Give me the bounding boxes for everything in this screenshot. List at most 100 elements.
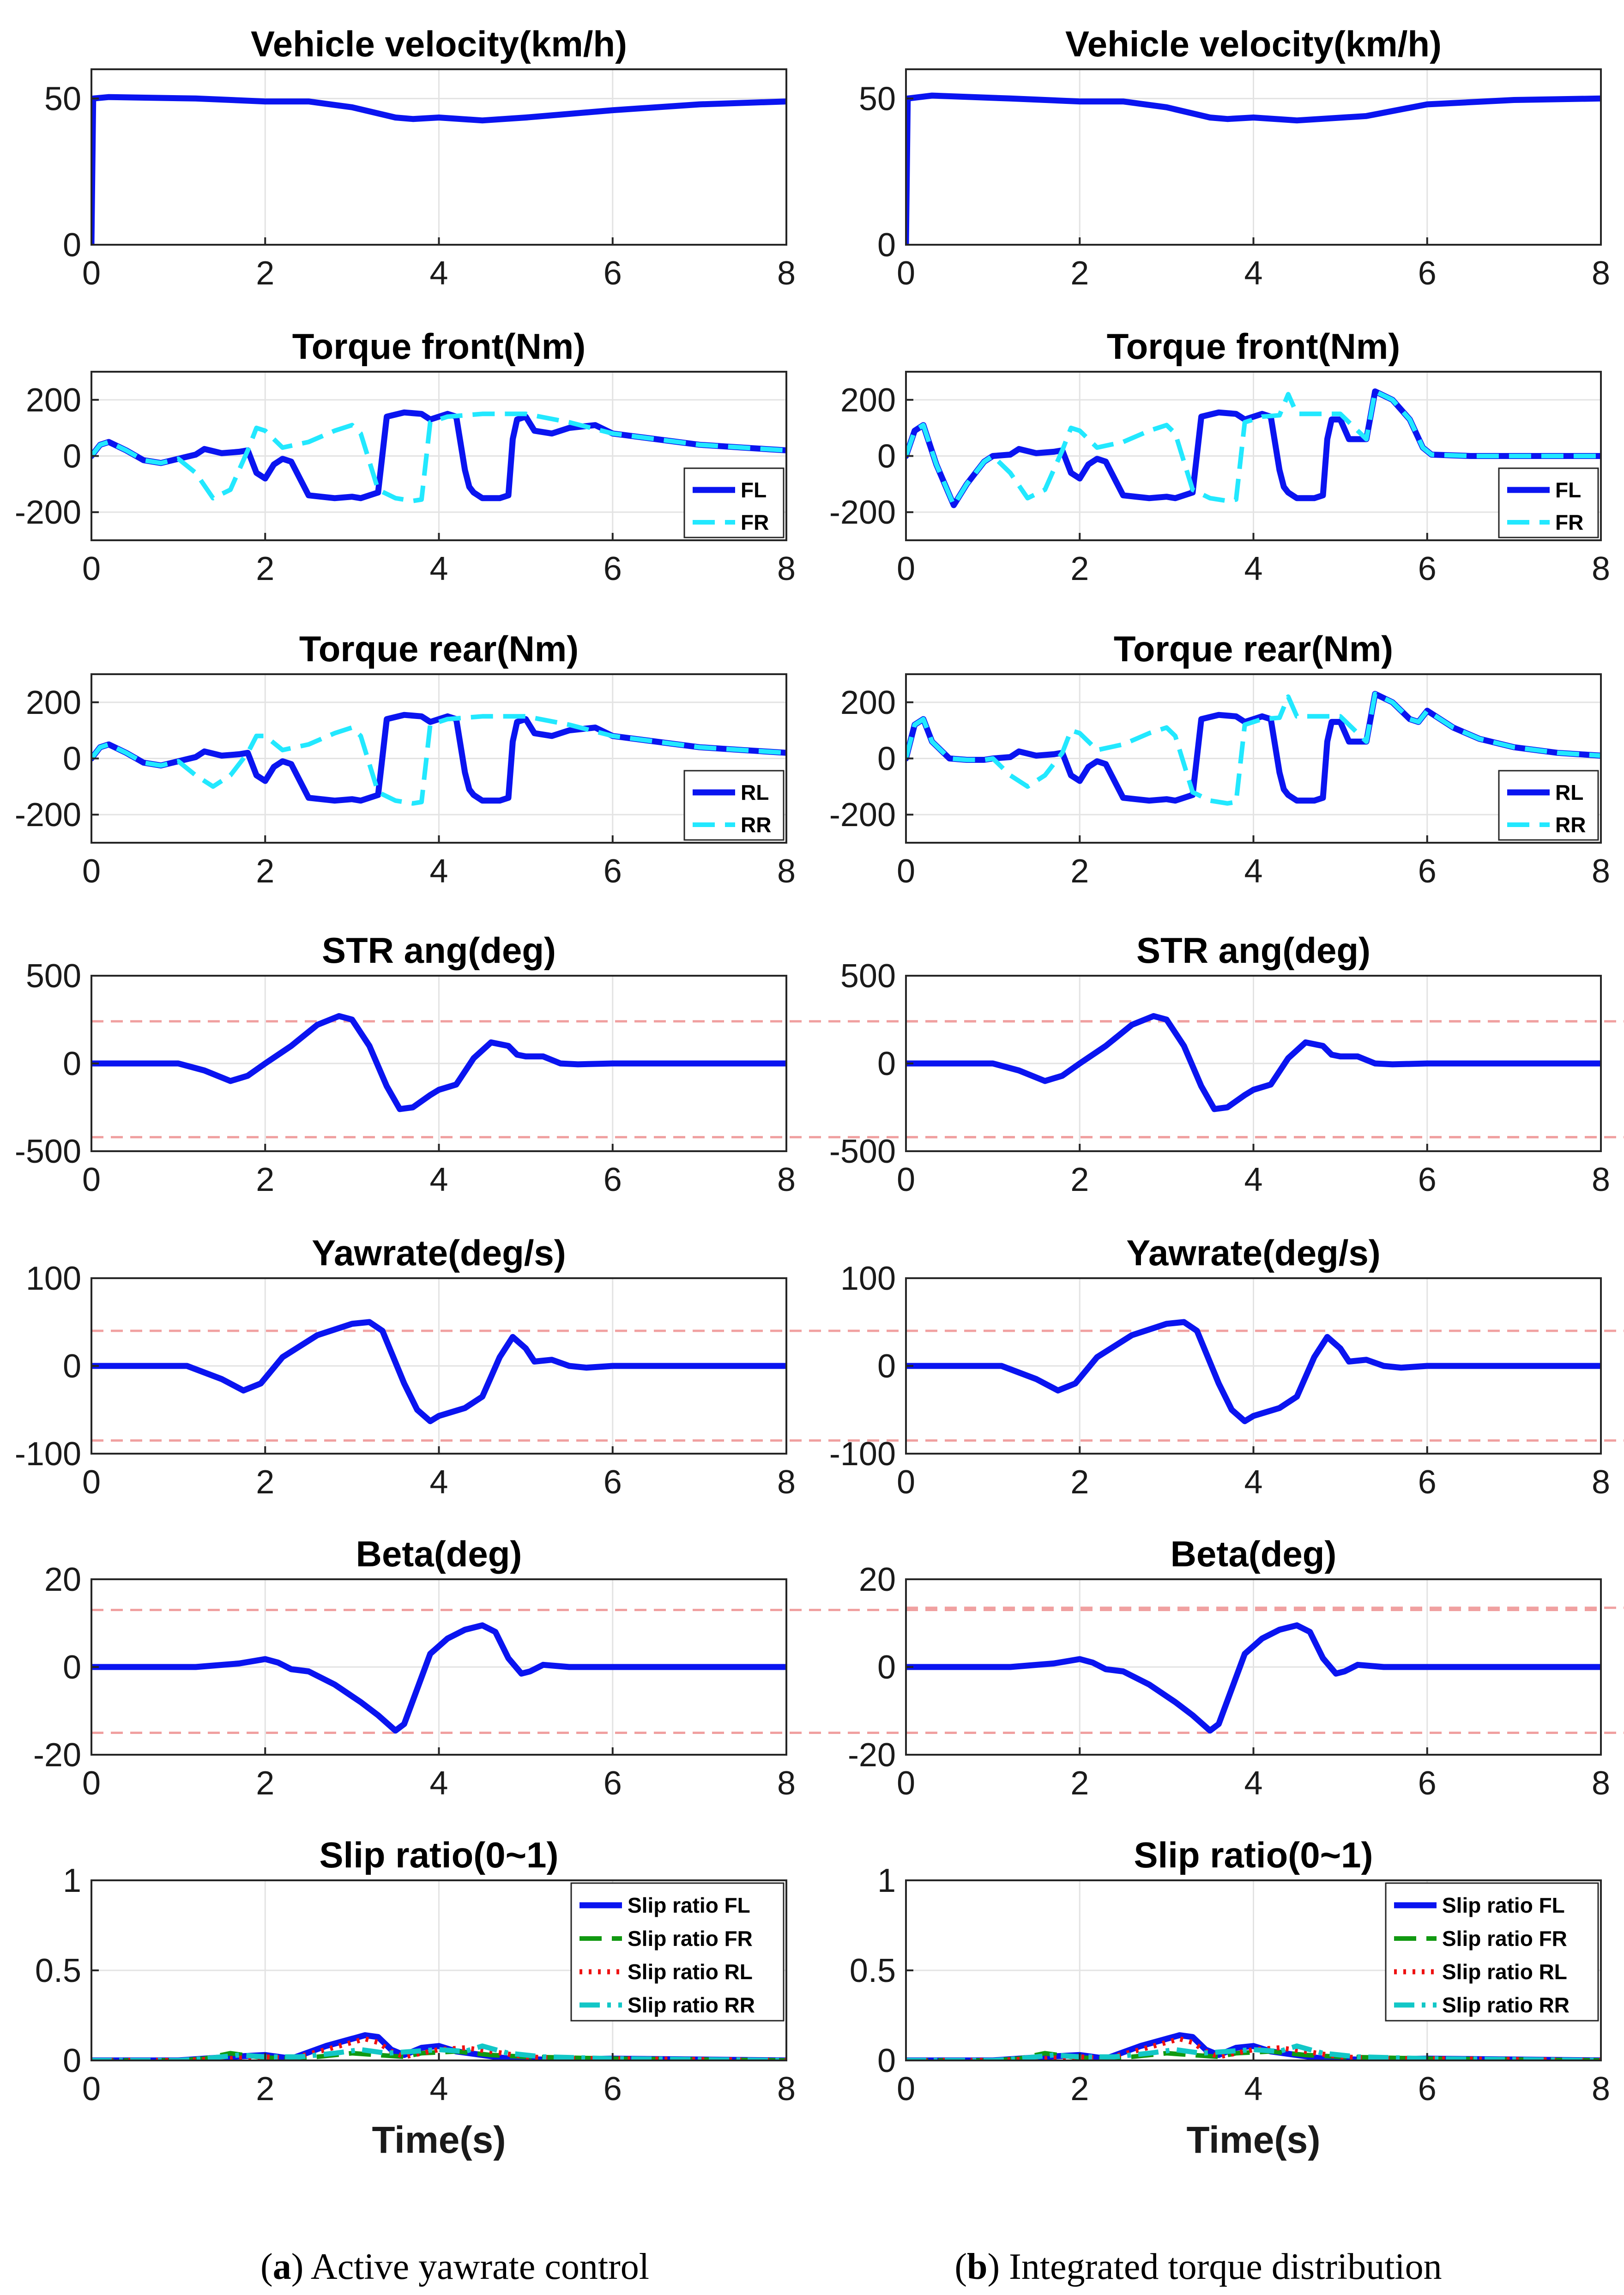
chart-7b-legend-label: Slip ratio FL <box>1442 1893 1565 1917</box>
chart-7a-legend: Slip ratio FL Slip ratio FR Slip ratio RL S… <box>570 1882 785 2022</box>
chart-1b-series-velocity <box>906 92 1601 245</box>
chart-6a-ytick-label: 0 <box>63 1649 81 1686</box>
chart-5b-xtick-label: 0 <box>897 1464 915 1501</box>
chart-7a-legend-label: Slip ratio RR <box>628 1993 755 2017</box>
chart-1a: Vehicle velocity(km/h) 0 2 4 6 8 0 50 <box>44 24 796 292</box>
chart-4b-ytick-label: -500 <box>829 1133 896 1170</box>
chart-5a-ytick-label: 100 <box>26 1260 81 1297</box>
caption-b: (b) Integrated torque distribution <box>954 2247 1442 2287</box>
chart-7b-ytick-label: 1 <box>877 1862 896 1899</box>
chart-1a-xtick-label: 0 <box>82 255 101 292</box>
chart-3a-ytick-label: -200 <box>15 797 81 833</box>
chart-4a-ytick-label: 500 <box>26 958 81 995</box>
chart-7a: Slip ratio(0~1) 0 2 4 6 8 0 0.5 1 Time(s) Slip rat… <box>35 1835 796 2161</box>
chart-7b-xtick-label: 2 <box>1070 2071 1089 2108</box>
chart-1b-ytick-label: 50 <box>859 80 896 117</box>
chart-6b-xtick-label: 6 <box>1418 1765 1437 1802</box>
chart-4b-title: STR ang(deg) <box>1136 930 1370 971</box>
chart-7a-xtick-label: 0 <box>82 2071 101 2108</box>
chart-5a-xtick-label: 0 <box>82 1464 101 1501</box>
chart-2b-ytick-label: 0 <box>877 438 896 475</box>
chart-6a-series-beta <box>91 1622 786 1734</box>
chart-7a-legend-label: Slip ratio FL <box>628 1893 750 1917</box>
chart-4a-ytick-label: 0 <box>63 1045 81 1082</box>
chart-7a-xlabel: Time(s) <box>372 2119 506 2161</box>
chart-3b-ytick-label: -200 <box>829 797 896 833</box>
chart-6b-ytick-label: 0 <box>877 1649 896 1686</box>
chart-5b-xtick-label: 6 <box>1418 1464 1437 1501</box>
chart-2a-legend-label: FL <box>741 478 767 502</box>
chart-2b-series-fl <box>906 388 1601 508</box>
chart-7a-legend-label: Slip ratio RL <box>628 1960 753 1984</box>
chart-1a-xtick-label: 4 <box>429 255 448 292</box>
chart-1a-ytick-label: 50 <box>44 80 81 117</box>
chart-4a-ytick-label: -500 <box>15 1133 81 1170</box>
chart-5b-xtick-label: 2 <box>1070 1464 1089 1501</box>
chart-6b-xtick-label: 8 <box>1592 1765 1610 1802</box>
chart-5a-xtick-label: 4 <box>429 1464 448 1501</box>
chart-3a-title: Torque rear(Nm) <box>299 628 579 669</box>
chart-2a-xtick-label: 0 <box>82 550 101 587</box>
chart-3b-ytick-label: 0 <box>877 741 896 778</box>
chart-3a-xtick-label: 6 <box>604 853 622 890</box>
caption-a-paren-close: ) <box>291 2247 311 2287</box>
chart-2a-legend-label: FR <box>741 510 769 534</box>
chart-7a-series-slip-ratio-fr <box>91 2049 786 2060</box>
chart-2b-xtick-label: 6 <box>1418 550 1437 587</box>
chart-4b-xtick-label: 2 <box>1070 1161 1089 1198</box>
chart-1b-xtick-label: 8 <box>1592 255 1610 292</box>
chart-3b-legend: RL RR <box>1498 770 1599 841</box>
chart-6b-xtick-label: 4 <box>1244 1765 1262 1802</box>
chart-2a-series-fl <box>91 409 786 501</box>
chart-4a-xtick-label: 2 <box>256 1161 274 1198</box>
chart-3b-legend-label: RL <box>1555 780 1583 804</box>
chart-6b-xtick-label: 2 <box>1070 1765 1089 1802</box>
chart-6b-ytick-label: -20 <box>848 1737 896 1774</box>
chart-7b-legend-label: Slip ratio RR <box>1442 1993 1570 2017</box>
chart-4b-xtick-label: 8 <box>1592 1161 1610 1198</box>
chart-3b-xtick-label: 4 <box>1244 853 1262 890</box>
chart-3a-xtick-label: 0 <box>82 853 101 890</box>
chart-4b-ytick-label: 500 <box>840 958 896 995</box>
chart-7b-title: Slip ratio(0~1) <box>1134 1835 1373 1875</box>
chart-7b-legend: Slip ratio FL Slip ratio FR Slip ratio RL S… <box>1385 1882 1599 2022</box>
chart-3a-legend-label: RL <box>741 780 769 804</box>
caption-a-description: Active yawrate control <box>311 2247 649 2287</box>
chart-2b-xtick-label: 0 <box>897 550 915 587</box>
chart-7a-xtick-label: 4 <box>429 2071 448 2108</box>
chart-7a-xtick-label: 2 <box>256 2071 274 2108</box>
chart-7b-ytick-label: 0.5 <box>850 1952 896 1989</box>
chart-3a-legend-box <box>683 770 785 841</box>
caption-a-text: (a) Active yawrate control <box>260 2247 649 2287</box>
chart-7b-xtick-label: 0 <box>897 2071 915 2108</box>
chart-6a-xtick-label: 8 <box>777 1765 796 1802</box>
chart-2b-legend-label: FL <box>1555 478 1581 502</box>
chart-1b-xtick-label: 0 <box>897 255 915 292</box>
chart-5b-ytick-label: 100 <box>840 1260 896 1297</box>
chart-4b-ytick-label: 0 <box>877 1045 896 1082</box>
caption-b-label: b <box>967 2247 988 2287</box>
chart-1b: Vehicle velocity(km/h) 0 2 4 6 8 0 50 <box>859 24 1610 292</box>
chart-4a-xtick-label: 4 <box>429 1161 448 1198</box>
chart-6a-title: Beta(deg) <box>356 1534 522 1574</box>
chart-3a-ytick-label: 0 <box>63 741 81 778</box>
chart-5a-xtick-label: 8 <box>777 1464 796 1501</box>
chart-6b-title: Beta(deg) <box>1171 1534 1337 1574</box>
caption-a-label: a <box>273 2247 291 2287</box>
chart-2b-legend-label: FR <box>1555 510 1583 534</box>
chart-3a-xtick-label: 2 <box>256 853 274 890</box>
chart-2a-xtick-label: 6 <box>604 550 622 587</box>
chart-5b-xtick-label: 4 <box>1244 1464 1262 1501</box>
chart-5b-xtick-label: 8 <box>1592 1464 1610 1501</box>
chart-2a-ytick-label: 200 <box>26 382 81 419</box>
chart-4a-title: STR ang(deg) <box>322 930 556 971</box>
chart-3b-ytick-label: 200 <box>840 684 896 721</box>
chart-5a-series-yawrate <box>91 1319 786 1425</box>
caption-a-paren-open: ( <box>260 2247 273 2287</box>
caption-b-paren-open: ( <box>954 2247 967 2287</box>
caption-b-paren-close: ) <box>987 2247 1009 2287</box>
